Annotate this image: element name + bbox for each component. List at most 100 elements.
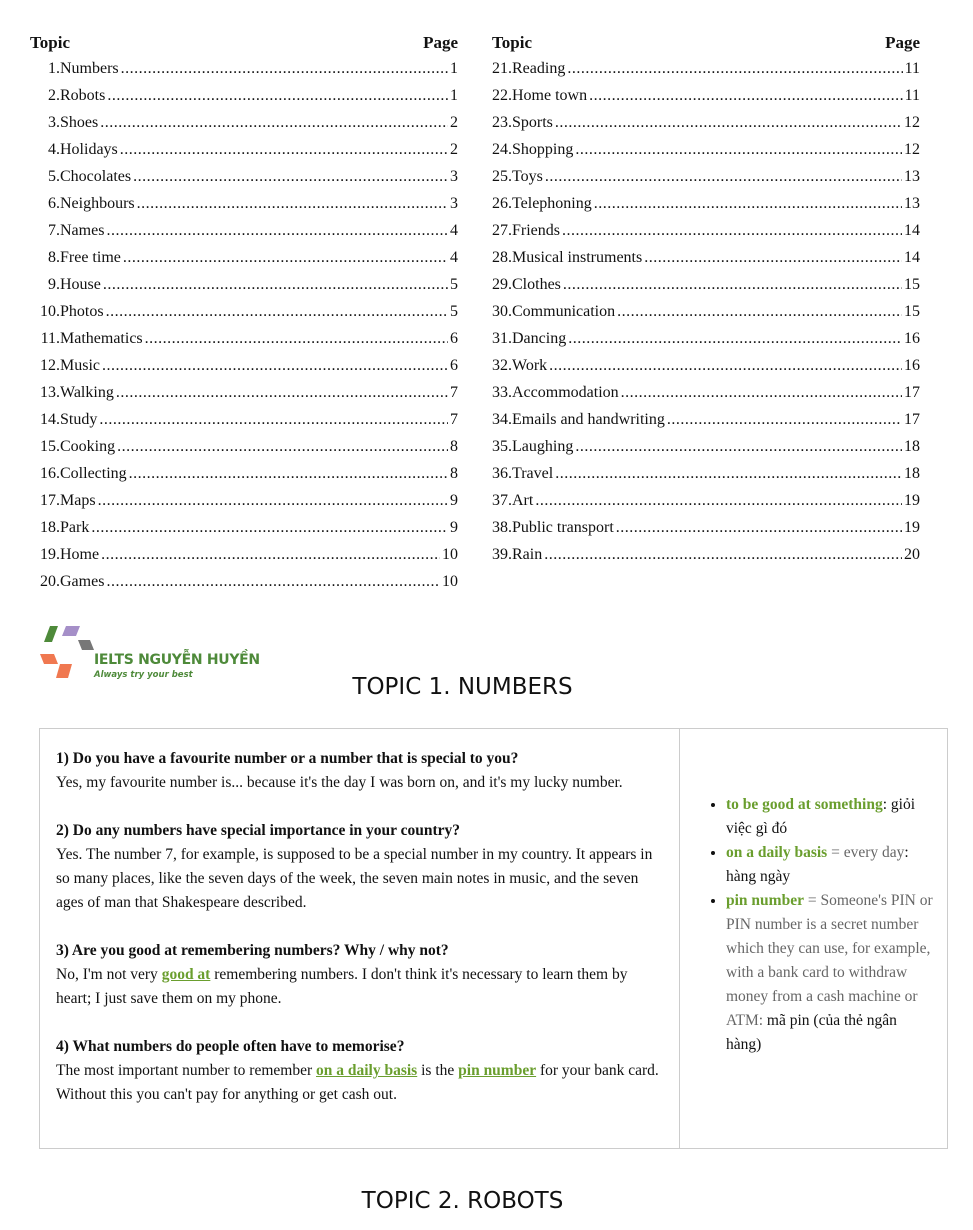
- toc-entry-title: Neighbours: [60, 195, 135, 212]
- toc-entry[interactable]: 35.Laughing 18: [492, 438, 920, 465]
- toc-entry[interactable]: 2.Robots 1: [30, 87, 458, 114]
- toc-entry-page: 9: [450, 519, 458, 536]
- toc-entry[interactable]: 3.Shoes 2: [30, 114, 458, 141]
- dot-leader: [99, 411, 448, 429]
- toc-entry-page: 3: [450, 195, 458, 212]
- toc-right-column: Topic Page 21.Reading 11 22.Home town 11 23.…: [492, 33, 920, 573]
- toc-entry[interactable]: 6.Neighbours 3: [30, 195, 458, 222]
- toc-entry-page: 15: [904, 276, 920, 293]
- toc-entry-page: 16: [904, 330, 920, 347]
- toc-entry-page: 5: [450, 276, 458, 293]
- toc-entry-number: 27.: [492, 222, 512, 239]
- dot-leader: [129, 465, 448, 483]
- toc-entry-title: Park: [60, 519, 90, 536]
- toc-entry[interactable]: 29.Clothes 15: [492, 276, 920, 303]
- dot-leader: [102, 357, 448, 375]
- toc-entry[interactable]: 32.Work 16: [492, 357, 920, 384]
- toc-entry-page: 19: [904, 519, 920, 536]
- dot-leader: [137, 195, 448, 213]
- toc-entry[interactable]: 13.Walking 7: [30, 384, 458, 411]
- toc-entry-number: 9.: [48, 276, 60, 293]
- vocab-translation: giỏi việc gì đó: [726, 796, 916, 837]
- vocab-definition: = every day: [827, 844, 905, 861]
- toc-entry[interactable]: 14.Study 7: [30, 411, 458, 438]
- dot-leader: [103, 276, 448, 294]
- toc-entry-page: 7: [450, 411, 458, 428]
- toc-entry-title: Free time: [60, 249, 121, 266]
- vocab-translation: : hàng ngày: [726, 844, 909, 885]
- toc-entry[interactable]: 11.Mathematics 6: [30, 330, 458, 357]
- toc-entry[interactable]: 38.Public transport 19: [492, 519, 920, 546]
- highlighted-phrase: pin number: [458, 1062, 537, 1079]
- toc-entry-page: 16: [904, 357, 920, 374]
- toc-entry-page: 17: [904, 411, 920, 428]
- toc-entry-page: 19: [904, 492, 920, 509]
- toc-entry-title: Shopping: [512, 141, 574, 158]
- toc-entry-number: 14.: [40, 411, 60, 428]
- toc-entry[interactable]: 27.Friends 14: [492, 222, 920, 249]
- toc-entry-page: 8: [450, 465, 458, 482]
- dot-leader: [575, 141, 902, 159]
- toc-topic-header: Topic: [30, 33, 71, 52]
- toc-entry-page: 6: [450, 357, 458, 374]
- toc-entry-title: Friends: [512, 222, 560, 239]
- qa-block: 2) Do any numbers have special importanc…: [56, 819, 663, 915]
- toc-entry[interactable]: 4.Holidays 2: [30, 141, 458, 168]
- toc-entry-title: Emails and handwriting: [512, 411, 665, 428]
- toc-entry-title: Work: [512, 357, 548, 374]
- toc-entry[interactable]: 22.Home town 11: [492, 87, 920, 114]
- toc-entry[interactable]: 39.Rain 20: [492, 546, 920, 573]
- toc-entry[interactable]: 30.Communication 15: [492, 303, 920, 330]
- toc-entry[interactable]: 34.Emails and handwriting 17: [492, 411, 920, 438]
- vocab-item: to be good at something: giỏi việc gì đó: [726, 793, 933, 841]
- toc-entry[interactable]: 10.Photos 5: [30, 303, 458, 330]
- toc-entry-page: 9: [450, 492, 458, 509]
- topic-1-title: TOPIC 1. NUMBERS: [352, 674, 573, 700]
- toc-entry[interactable]: 1.Numbers 1: [30, 60, 458, 87]
- dot-leader: [567, 60, 902, 78]
- toc-entry[interactable]: 33.Accommodation 17: [492, 384, 920, 411]
- dot-leader: [549, 357, 902, 375]
- toc-entry[interactable]: 20.Games 10: [30, 573, 458, 600]
- dot-leader: [545, 168, 902, 186]
- dot-leader: [121, 60, 448, 78]
- toc-entry[interactable]: 18.Park 9: [30, 519, 458, 546]
- toc-entry[interactable]: 8.Free time 4: [30, 249, 458, 276]
- toc-entry[interactable]: 15.Cooking 8: [30, 438, 458, 465]
- toc-entry[interactable]: 12.Music 6: [30, 357, 458, 384]
- toc-entry[interactable]: 19.Home 10: [30, 546, 458, 573]
- toc-entry[interactable]: 24.Shopping 12: [492, 141, 920, 168]
- toc-entry-title: Home: [60, 546, 100, 563]
- toc-entry-page: 6: [450, 330, 458, 347]
- toc-entry-number: 32.: [492, 357, 512, 374]
- toc-entry[interactable]: 21.Reading 11: [492, 60, 920, 87]
- toc-entry-number: 37.: [492, 492, 512, 509]
- dot-leader: [106, 573, 440, 591]
- toc-entry[interactable]: 25.Toys 13: [492, 168, 920, 195]
- toc-entry[interactable]: 36.Travel 18: [492, 465, 920, 492]
- qa-block: 3) Are you good at remembering numbers? …: [56, 939, 663, 1011]
- toc-entry[interactable]: 37.Art 19: [492, 492, 920, 519]
- toc-entry-title: Sports: [512, 114, 553, 131]
- toc-entry-page: 7: [450, 384, 458, 401]
- toc-entry[interactable]: 17.Maps 9: [30, 492, 458, 519]
- toc-entry-title: Laughing: [512, 438, 574, 455]
- dot-leader: [563, 276, 902, 294]
- answer: Yes, my favourite number is... because i…: [56, 771, 663, 795]
- toc-entry[interactable]: 23.Sports 12: [492, 114, 920, 141]
- answer-text: is the: [417, 1062, 459, 1079]
- toc-entry[interactable]: 7.Names 4: [30, 222, 458, 249]
- toc-entry[interactable]: 9.House 5: [30, 276, 458, 303]
- toc-entry[interactable]: 16.Collecting 8: [30, 465, 458, 492]
- toc-entry-title: House: [60, 276, 101, 293]
- dot-leader: [535, 492, 902, 510]
- toc-entry[interactable]: 5.Chocolates 3: [30, 168, 458, 195]
- toc-entry[interactable]: 28.Musical instruments 14: [492, 249, 920, 276]
- toc-entry-page: 13: [904, 168, 920, 185]
- toc-entry[interactable]: 31.Dancing 16: [492, 330, 920, 357]
- toc-entry[interactable]: 26.Telephoning 13: [492, 195, 920, 222]
- answer: Yes. The number 7, for example, is suppo…: [56, 843, 663, 915]
- toc-entry-page: 10: [442, 546, 458, 563]
- toc-entry-number: 6.: [48, 195, 60, 212]
- toc-entry-number: 15.: [40, 438, 60, 455]
